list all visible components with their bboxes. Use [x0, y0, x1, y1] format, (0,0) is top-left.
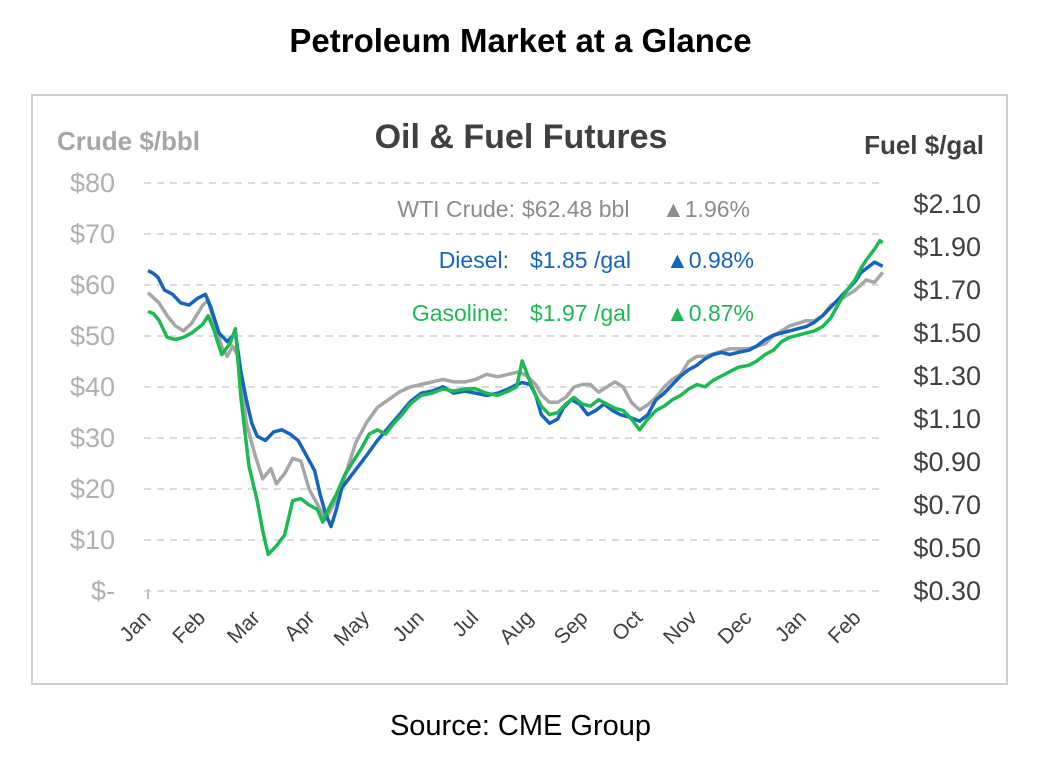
gasoline-line [147, 238, 884, 557]
diesel-legend-value: $1.85 /gal [530, 247, 631, 273]
gasoline-legend-change: ▲0.87% [666, 300, 754, 326]
right-tick-label: $1.90 [913, 232, 981, 262]
right-axis-ticks: $0.30 $0.50 $0.70 $0.90 $1.10 $1.30 $1.50 $1.70… [913, 189, 981, 606]
right-tick-label: $0.50 [913, 533, 981, 563]
right-tick-label: $0.70 [913, 490, 981, 520]
legend: WTI Crude: $62.48 bbl ▲1.96% Diesel: $1.85 /… [397, 196, 754, 326]
chart-title: Oil & Fuel Futures [375, 118, 668, 156]
x-tick-label: Oct [608, 606, 647, 645]
right-axis-label: Fuel $/gal [864, 130, 984, 160]
left-tick-label: $10 [70, 525, 115, 555]
wti-crude-line [146, 271, 885, 522]
x-tick-label: Jan [115, 606, 155, 646]
gasoline-legend-value: $1.97 /gal [530, 300, 631, 326]
right-tick-label: $1.70 [913, 275, 981, 305]
x-tick-label: Nov [659, 606, 702, 649]
x-tick-label: Feb [824, 606, 866, 648]
x-tick-label: Sep [550, 606, 593, 649]
left-tick-label: $80 [70, 168, 115, 198]
x-tick-label: Jan [771, 606, 811, 646]
chart-panel: Oil & Fuel Futures Crude $/bbl Fuel $/ga… [31, 94, 1008, 685]
wti-legend-change: ▲1.96% [662, 196, 750, 222]
x-tick-label: Aug [495, 606, 538, 649]
source-caption: Source: CME Group [389, 710, 652, 742]
right-tick-label: $1.50 [913, 318, 981, 348]
gasoline-legend-label: Gasoline: [412, 300, 509, 326]
x-tick-label: Mar [223, 606, 265, 648]
left-axis-ticks: $- $10 $20 $30 $40 $50 $60 $70 $80 [70, 168, 115, 606]
right-tick-label: $0.90 [913, 447, 981, 477]
left-tick-label: $40 [70, 372, 115, 402]
right-tick-label: $1.10 [913, 404, 981, 434]
wti-legend-value: $62.48 bbl [522, 196, 629, 222]
left-tick-label: $60 [70, 270, 115, 300]
diesel-line [147, 260, 884, 529]
left-tick-label: $- [91, 576, 115, 606]
left-tick-label: $50 [70, 321, 115, 351]
wti-legend-label: WTI Crude: [397, 196, 515, 222]
right-tick-label: $1.30 [913, 361, 981, 391]
oil-fuel-futures-chart: Oil & Fuel Futures Crude $/bbl Fuel $/ga… [57, 118, 984, 651]
x-tick-label: Jul [448, 606, 483, 641]
x-tick-label: Feb [168, 606, 210, 648]
x-tick-label: Apr [280, 606, 319, 645]
left-tick-label: $20 [70, 474, 115, 504]
left-axis-label: Crude $/bbl [57, 126, 200, 156]
diesel-legend-change: ▲0.98% [666, 247, 754, 273]
left-tick-label: $70 [70, 219, 115, 249]
x-axis-ticks: Jan Feb Mar Apr May Jun Jul Aug Sep Oct Nov Dec Jan F… [115, 589, 866, 651]
page-title: Petroleum Market at a Glance [289, 22, 752, 59]
x-tick-label: May [330, 606, 375, 651]
left-tick-label: $30 [70, 423, 115, 453]
right-tick-label: $0.30 [913, 576, 981, 606]
x-tick-label: Jun [388, 606, 428, 646]
diesel-legend-label: Diesel: [439, 247, 509, 273]
series-lines [146, 238, 885, 557]
right-tick-label: $2.10 [913, 189, 981, 219]
x-tick-label: Dec [714, 606, 757, 649]
